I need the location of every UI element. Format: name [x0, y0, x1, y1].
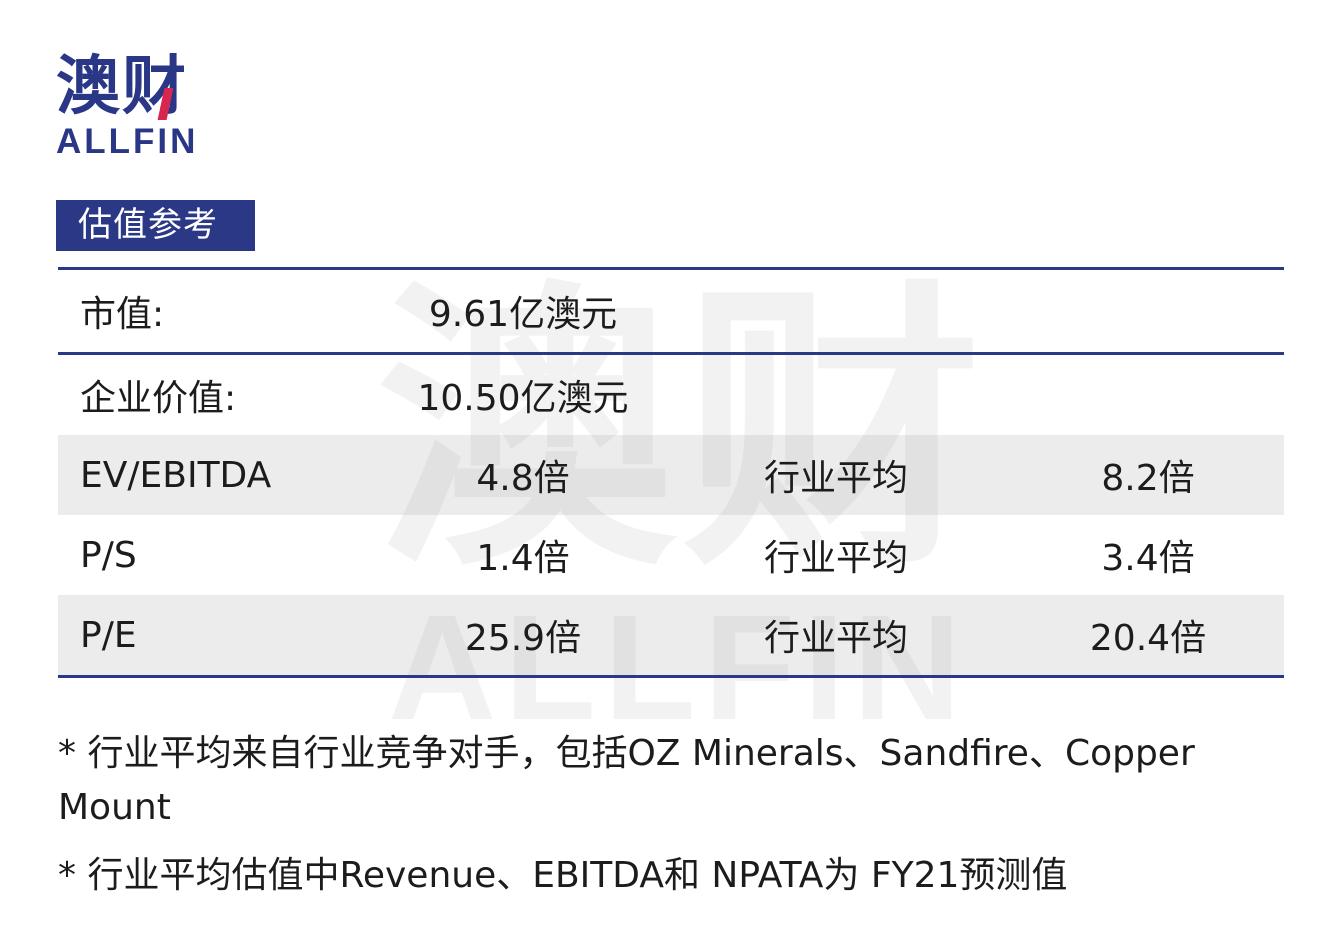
- industry-average-label: 行业平均: [764, 458, 909, 499]
- allfin-logo: 澳财 ALLFIN: [56, 52, 198, 160]
- valuation-table: 市值: 9.61亿澳元 企业价值: 10.50亿澳元 EV/EBITDA 4.8…: [58, 267, 1284, 678]
- table-row-pe: P/E 25.9倍 行业平均 20.4倍: [58, 595, 1284, 675]
- row-value: 9.61亿澳元: [428, 294, 618, 335]
- industry-average-value: 3.4倍: [1101, 538, 1195, 579]
- footnote-peers: * 行业平均来自行业竞争对手，包括OZ Minerals、Sandfire、Co…: [58, 733, 1195, 828]
- table-row-ev-ebitda: EV/EBITDA 4.8倍 行业平均 8.2倍: [58, 435, 1284, 515]
- logo-en-text: ALLFIN: [56, 122, 199, 161]
- table-top-rule: [58, 267, 1284, 270]
- row-label: P/E: [80, 614, 137, 656]
- logo-cn-text: 澳财: [56, 50, 188, 124]
- row-value: 10.50亿澳元: [417, 378, 629, 419]
- footnotes: * 行业平均来自行业竞争对手，包括OZ Minerals、Sandfire、Co…: [58, 727, 1288, 903]
- row-label: 企业价值:: [80, 378, 237, 419]
- row-divider: [58, 352, 1284, 355]
- row-value: 25.9倍: [464, 618, 582, 659]
- industry-average-label: 行业平均: [764, 618, 909, 659]
- industry-average-value: 20.4倍: [1089, 618, 1207, 659]
- row-label: 市值:: [80, 294, 165, 335]
- row-label: EV/EBITDA: [80, 454, 272, 496]
- table-row-market-cap: 市值: 9.61亿澳元: [58, 270, 1284, 352]
- industry-average-label: 行业平均: [764, 538, 909, 579]
- section-title: 估值参考: [56, 200, 255, 251]
- table-row-enterprise-value: 企业价值: 10.50亿澳元: [58, 355, 1284, 435]
- industry-average-value: 8.2倍: [1101, 458, 1195, 499]
- footnote-forecast: * 行业平均估值中Revenue、EBITDA和 NPATA为 FY21预测值: [58, 855, 1068, 896]
- row-value: 1.4倍: [476, 538, 570, 579]
- table-bottom-rule: [58, 675, 1284, 678]
- row-value: 4.8倍: [476, 458, 570, 499]
- table-row-ps: P/S 1.4倍 行业平均 3.4倍: [58, 515, 1284, 595]
- row-label: P/S: [80, 534, 137, 576]
